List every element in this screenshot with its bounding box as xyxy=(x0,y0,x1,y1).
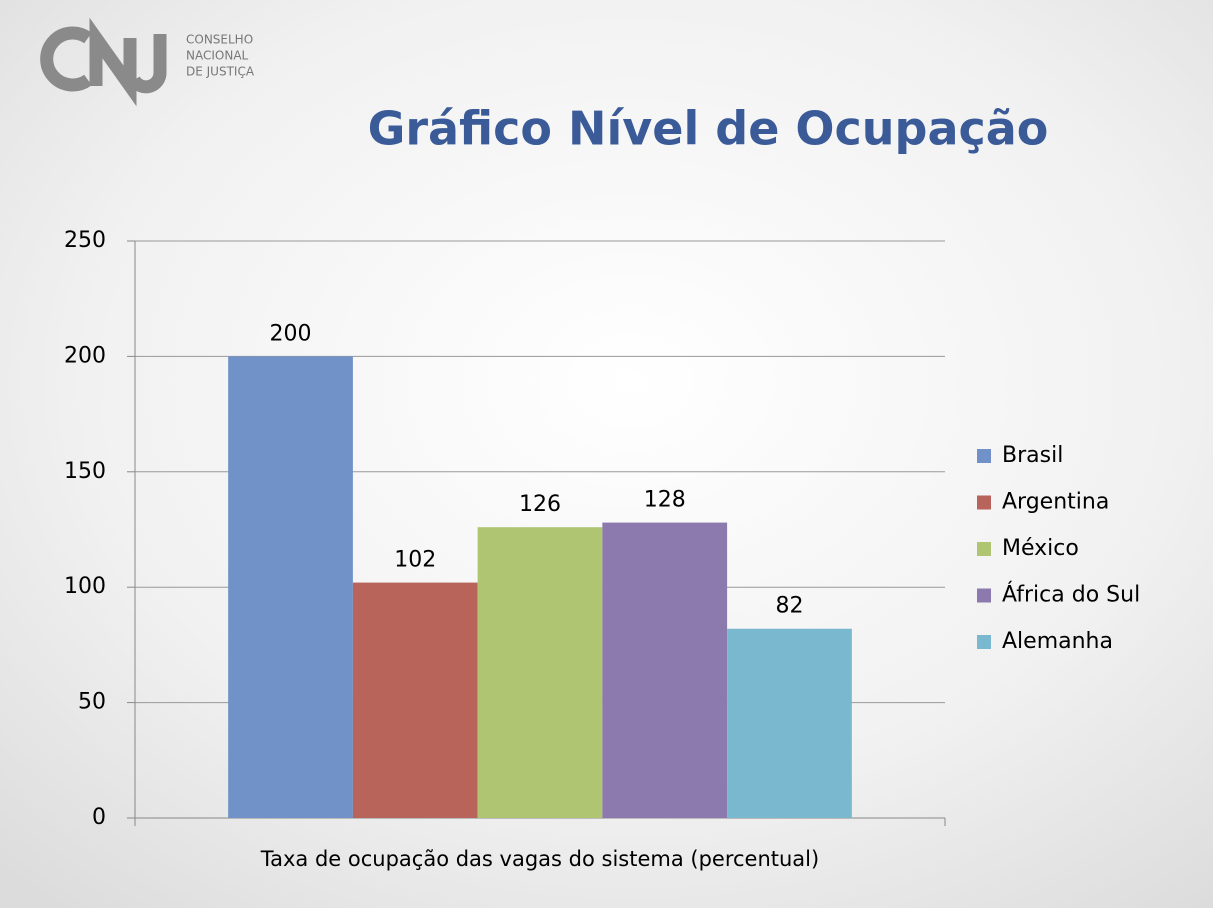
logo-text: DE JUSTIÇA xyxy=(186,65,255,79)
legend-label: Brasil xyxy=(1002,443,1063,468)
bar xyxy=(228,356,353,818)
data-label: 102 xyxy=(394,548,436,573)
legend-swatch xyxy=(977,588,991,603)
legend-label: Argentina xyxy=(1002,490,1109,515)
legend-label: México xyxy=(1002,536,1079,561)
y-tick-label: 200 xyxy=(64,343,106,368)
bar xyxy=(602,522,728,818)
logo-text: CONSELHO xyxy=(186,33,253,47)
legend-swatch xyxy=(977,542,991,556)
legend-swatch xyxy=(977,495,991,510)
logo-j xyxy=(128,34,167,94)
data-label: 126 xyxy=(519,492,561,517)
x-tick-label: Taxa de ocupação das vagas do sistema (p… xyxy=(260,847,819,871)
logo-mark xyxy=(40,17,167,107)
data-label: 82 xyxy=(775,594,803,619)
logo-c xyxy=(40,26,92,92)
logo-text: NACIONAL xyxy=(186,49,249,63)
legend-swatch xyxy=(977,635,991,649)
y-tick-label: 100 xyxy=(64,574,106,599)
bar xyxy=(352,582,478,818)
bar xyxy=(477,527,603,818)
logo-n xyxy=(89,17,137,107)
data-label: 128 xyxy=(644,488,686,513)
bar xyxy=(727,628,852,818)
legend-swatch xyxy=(977,449,991,463)
y-tick-label: 250 xyxy=(64,228,106,253)
y-tick-label: 150 xyxy=(64,459,106,484)
legend-label: África do Sul xyxy=(1002,582,1140,608)
data-label: 200 xyxy=(270,321,312,346)
y-tick-label: 50 xyxy=(78,690,106,715)
legend-label: Alemanha xyxy=(1002,629,1113,654)
y-tick-label: 0 xyxy=(92,805,106,830)
chart-title: Gráfico Nível de Ocupação xyxy=(368,102,1049,156)
